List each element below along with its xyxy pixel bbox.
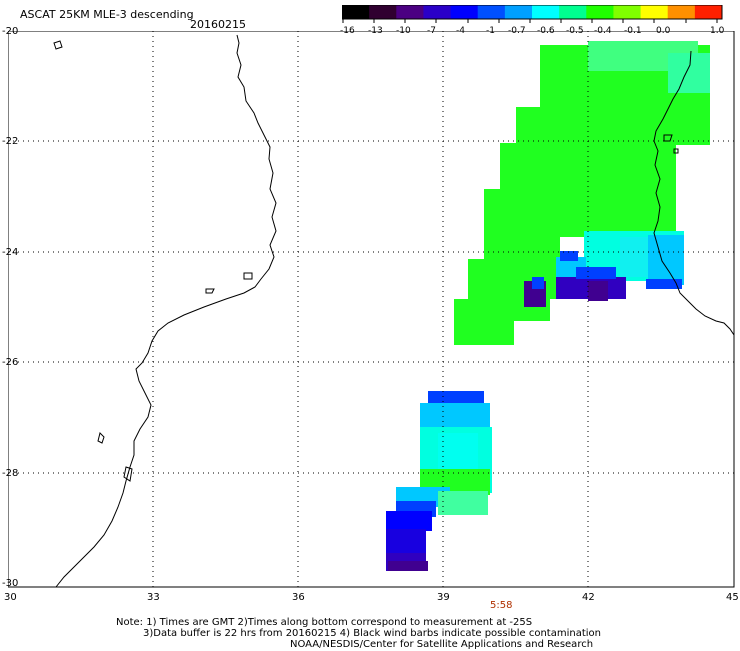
coastline-mozambique: [55, 34, 277, 588]
wind-data-cell: [386, 511, 432, 531]
wind-data-cell: [668, 53, 710, 93]
footer-note-line2: 3)Data buffer is 22 hrs from 20160215 4)…: [143, 628, 601, 639]
chart-title: ASCAT 25KM MLE-3 descending: [20, 8, 194, 21]
wind-data-cell: [386, 529, 426, 557]
colorbar-swatch: [667, 5, 696, 19]
wind-data-cell: [438, 491, 488, 515]
coastline-island: [123, 466, 133, 482]
coastline-madagascar: [653, 50, 735, 336]
wind-data-cell: [576, 267, 616, 279]
wind-data-cells: [386, 41, 710, 571]
lat-tick-label: -28: [2, 468, 19, 479]
coastline-island: [663, 134, 673, 142]
wind-data-cell: [388, 561, 428, 571]
lat-tick-label: -20: [2, 26, 19, 37]
lat-tick-label: -30: [2, 578, 19, 589]
colorbar-swatch: [423, 5, 452, 19]
wind-data-cell: [560, 251, 578, 261]
chart-date: 20160215: [190, 18, 246, 31]
colorbar-swatch: [694, 5, 723, 19]
wind-data-cell: [648, 235, 684, 285]
colorbar-border: [342, 5, 723, 20]
map-panel: [8, 31, 735, 588]
colorbar-swatch: [532, 5, 560, 19]
pass-time-label: 5:58: [490, 600, 513, 611]
colorbar-swatch: [342, 5, 370, 19]
colorbar: [342, 5, 723, 23]
colorbar-swatch: [613, 5, 642, 19]
wind-data-cell: [646, 279, 682, 289]
colorbar-swatch: [369, 5, 397, 19]
lat-tick-label: -26: [2, 357, 19, 368]
coastline-island: [243, 272, 253, 280]
lat-tick-label: -22: [2, 136, 19, 147]
colorbar-swatch: [450, 5, 479, 19]
lon-tick-label: 45: [726, 592, 739, 603]
lon-tick-label: 33: [147, 592, 160, 603]
lat-lon-grid: [8, 31, 734, 587]
lon-tick-label: 30: [4, 592, 17, 603]
colorbar-swatch: [504, 5, 533, 19]
coastline-island: [673, 148, 679, 154]
colorbar-swatch: [477, 5, 506, 19]
coastline-island: [53, 40, 63, 50]
colorbar-swatch: [396, 5, 424, 19]
coastline-island: [97, 432, 105, 444]
wind-data-cell: [588, 281, 608, 301]
footer-credit: NOAA/NESDIS/Center for Satellite Applica…: [290, 639, 594, 650]
coastline-island: [205, 288, 215, 294]
lon-tick-label: 39: [437, 592, 450, 603]
wind-data-cell: [428, 391, 484, 405]
wind-data-cell: [532, 277, 544, 289]
colorbar-swatch: [559, 5, 587, 19]
colorbar-swatches: [342, 5, 723, 19]
lon-tick-label: 42: [582, 592, 595, 603]
lat-tick-label: -24: [2, 247, 19, 258]
colorbar-swatch: [586, 5, 614, 19]
wind-data-cell: [454, 299, 514, 345]
map-border: [8, 31, 735, 588]
footer-note-line1: Note: 1) Times are GMT 2)Times along bot…: [116, 617, 533, 628]
coastline: [53, 34, 735, 588]
colorbar-swatch: [640, 5, 669, 19]
wind-data-cell: [438, 433, 478, 473]
lon-tick-label: 36: [292, 592, 305, 603]
